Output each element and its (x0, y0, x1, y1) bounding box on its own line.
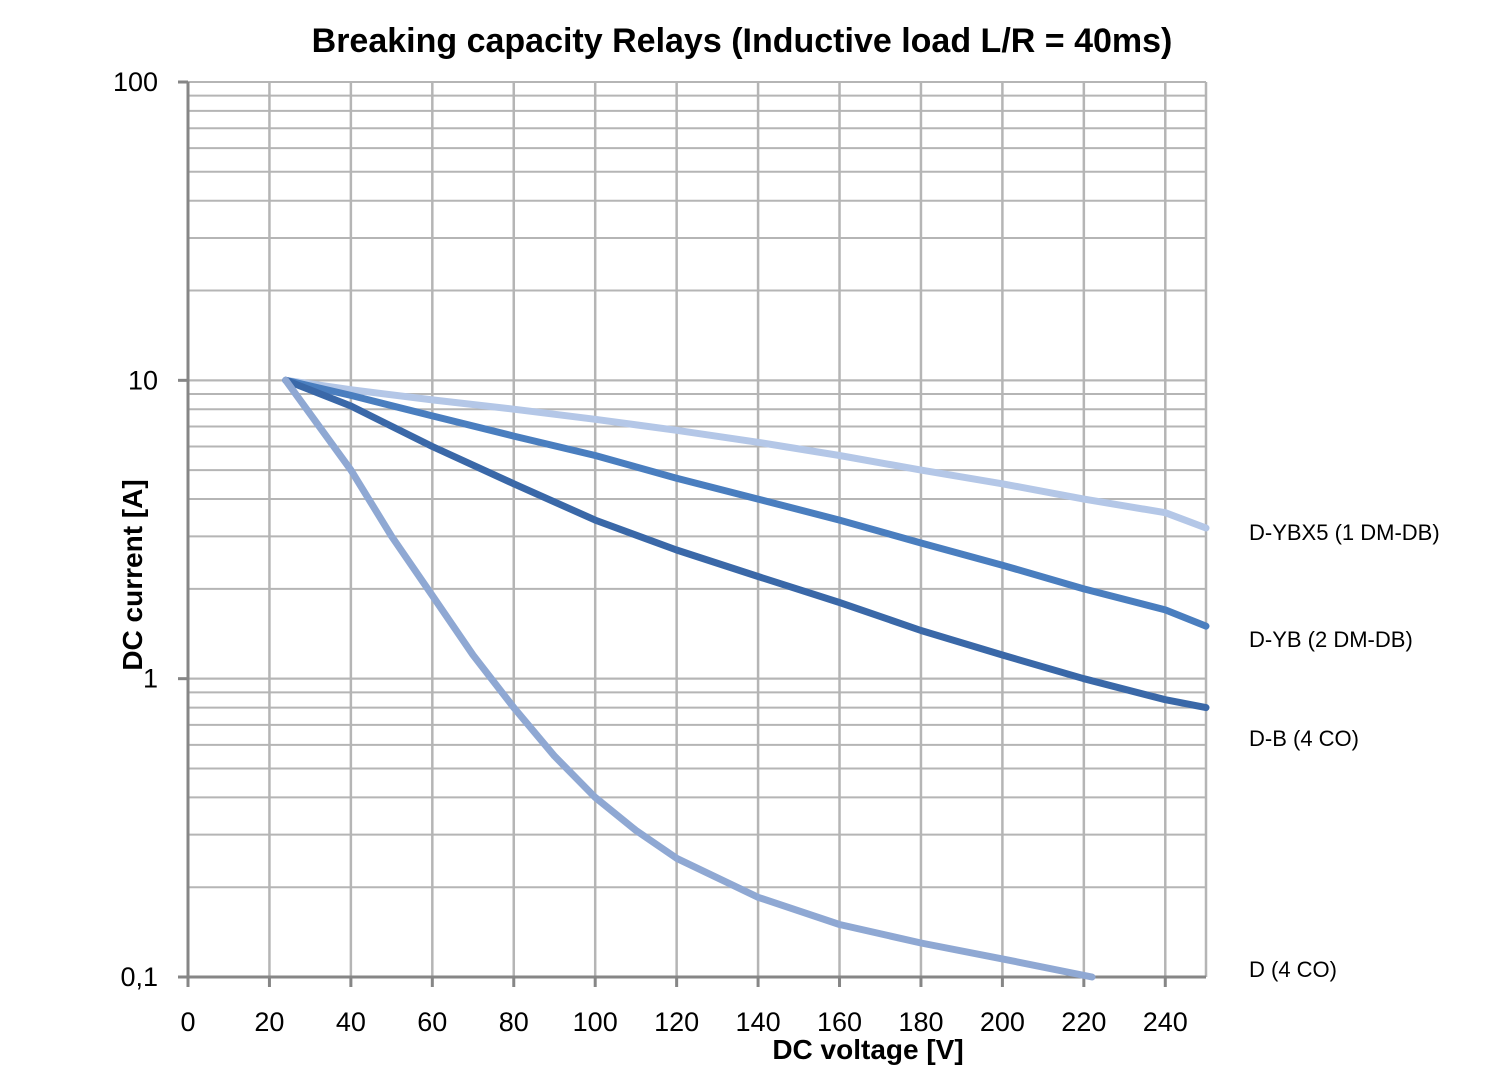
series-label: D-YBX5 (1 DM-DB) (1249, 520, 1440, 545)
series-group (282, 376, 1210, 981)
y-axis-title: DC current [A] (117, 479, 148, 670)
x-tick-label: 80 (499, 1007, 529, 1037)
axes (178, 80, 1206, 987)
x-tick-label: 160 (817, 1007, 862, 1037)
series-labels: D-YBX5 (1 DM-DB) D-YB (2 DM-DB) D-B (4 CO)… (1249, 520, 1440, 982)
series-line-3 (282, 376, 1096, 981)
y-tick-label: 10 (128, 365, 158, 395)
series-line-0 (282, 376, 1210, 532)
x-tick-label: 60 (417, 1007, 447, 1037)
series-line-1 (282, 376, 1210, 630)
x-tick-label: 140 (736, 1007, 781, 1037)
chart-title: Breaking capacity Relays (Inductive load… (312, 22, 1173, 60)
series-line-2 (282, 376, 1210, 712)
x-tick-label: 200 (980, 1007, 1025, 1037)
y-tick-label: 1 (143, 664, 158, 694)
x-tick-label: 120 (654, 1007, 699, 1037)
x-tick-label: 220 (1061, 1007, 1106, 1037)
x-tick-label: 40 (336, 1007, 366, 1037)
x-tick-label: 0 (180, 1007, 195, 1037)
x-tick-label: 20 (254, 1007, 284, 1037)
grid (188, 81, 1208, 978)
x-tick-label: 180 (898, 1007, 943, 1037)
x-tick-label: 100 (573, 1007, 618, 1037)
series-label: D-YB (2 DM-DB) (1249, 627, 1413, 652)
y-tick-label: 100 (113, 67, 158, 97)
x-axis-title: DC voltage [V] (772, 1034, 963, 1065)
y-tick-label: 0,1 (120, 962, 158, 992)
series-label: D-B (4 CO) (1249, 726, 1359, 751)
x-tick-label: 240 (1143, 1007, 1188, 1037)
series-label: D (4 CO) (1249, 957, 1337, 982)
tick-labels: 0 20 40 60 80 100 120 140 160 180 200 220 240 0,1 1 10 1… (113, 67, 1188, 1037)
